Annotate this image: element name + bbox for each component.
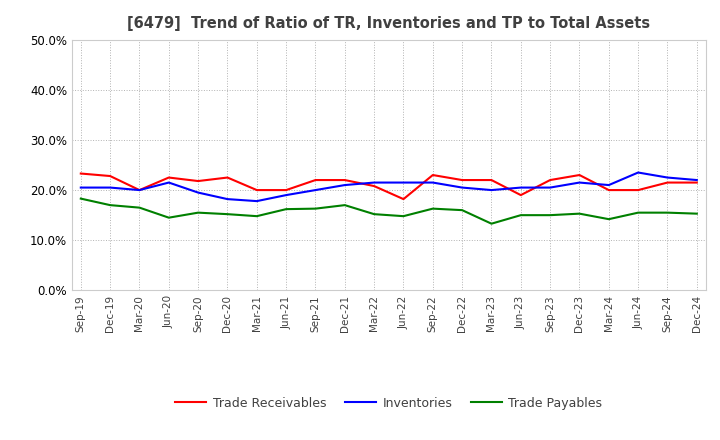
Line: Trade Receivables: Trade Receivables (81, 173, 697, 199)
Trade Payables (76, 196, 85, 201)
Trade Payables (164, 215, 173, 220)
Trade Payables (487, 221, 496, 226)
Inventories (76, 185, 85, 190)
Trade Payables (311, 206, 320, 211)
Trade Payables (693, 211, 701, 216)
Inventories (605, 183, 613, 188)
Inventories (194, 190, 202, 195)
Inventories (311, 187, 320, 193)
Inventories (516, 185, 525, 190)
Trade Receivables (693, 180, 701, 185)
Trade Payables (282, 206, 290, 212)
Trade Payables (253, 213, 261, 219)
Trade Receivables (634, 187, 642, 193)
Trade Payables (370, 212, 379, 217)
Title: [6479]  Trend of Ratio of TR, Inventories and TP to Total Assets: [6479] Trend of Ratio of TR, Inventories… (127, 16, 650, 32)
Inventories (253, 198, 261, 204)
Trade Payables (663, 210, 672, 215)
Trade Receivables (135, 187, 144, 193)
Inventories (399, 180, 408, 185)
Inventories (135, 187, 144, 193)
Trade Receivables (282, 187, 290, 193)
Trade Receivables (575, 172, 584, 178)
Trade Payables (341, 202, 349, 208)
Trade Receivables (663, 180, 672, 185)
Inventories (106, 185, 114, 190)
Inventories (634, 170, 642, 175)
Inventories (458, 185, 467, 190)
Inventories (223, 197, 232, 202)
Trade Receivables (164, 175, 173, 180)
Trade Payables (546, 213, 554, 218)
Inventories (487, 187, 496, 193)
Trade Payables (605, 216, 613, 222)
Trade Receivables (194, 178, 202, 183)
Inventories (663, 175, 672, 180)
Trade Payables (575, 211, 584, 216)
Inventories (546, 185, 554, 190)
Line: Trade Payables: Trade Payables (81, 198, 697, 224)
Inventories (282, 192, 290, 198)
Trade Payables (428, 206, 437, 211)
Trade Receivables (76, 171, 85, 176)
Trade Receivables (605, 187, 613, 193)
Inventories (164, 180, 173, 185)
Trade Receivables (458, 177, 467, 183)
Trade Receivables (546, 177, 554, 183)
Trade Receivables (516, 192, 525, 198)
Trade Receivables (487, 177, 496, 183)
Trade Receivables (341, 177, 349, 183)
Trade Payables (194, 210, 202, 215)
Trade Receivables (106, 173, 114, 179)
Trade Receivables (370, 183, 379, 189)
Inventories (693, 177, 701, 183)
Trade Payables (135, 205, 144, 210)
Trade Receivables (253, 187, 261, 193)
Inventories (575, 180, 584, 185)
Trade Receivables (399, 197, 408, 202)
Trade Payables (634, 210, 642, 215)
Inventories (341, 183, 349, 188)
Trade Receivables (428, 172, 437, 178)
Legend: Trade Receivables, Inventories, Trade Payables: Trade Receivables, Inventories, Trade Pa… (170, 392, 608, 414)
Trade Payables (399, 213, 408, 219)
Line: Inventories: Inventories (81, 172, 697, 201)
Trade Receivables (311, 177, 320, 183)
Trade Payables (516, 213, 525, 218)
Inventories (428, 180, 437, 185)
Trade Payables (106, 202, 114, 208)
Trade Payables (458, 208, 467, 213)
Trade Payables (223, 212, 232, 217)
Trade Receivables (223, 175, 232, 180)
Inventories (370, 180, 379, 185)
